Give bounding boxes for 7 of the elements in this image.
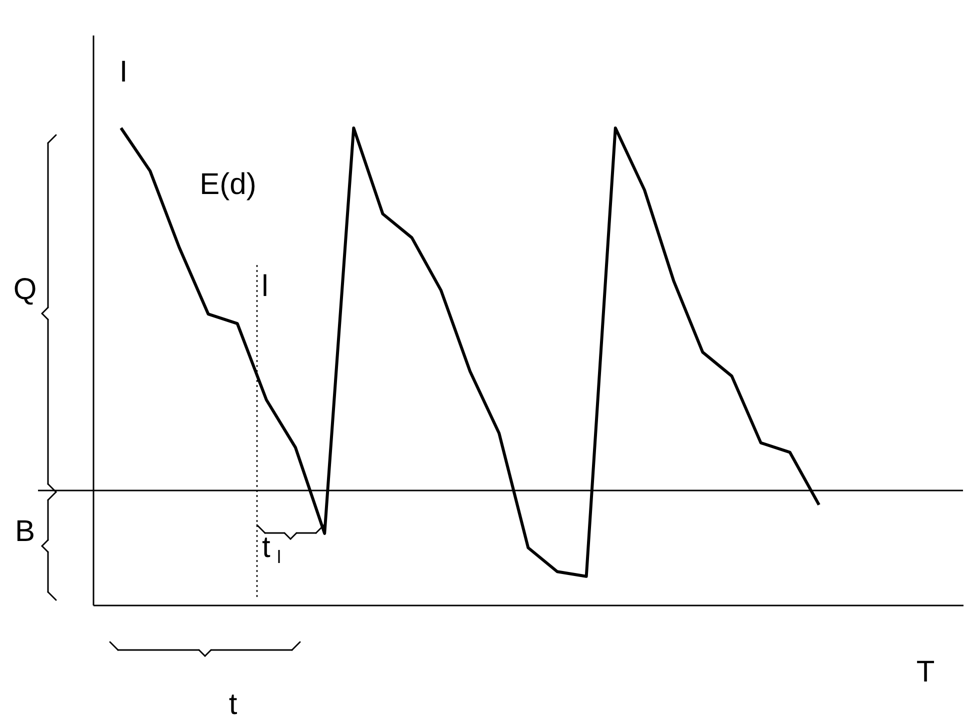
- text: Q: [13, 273, 37, 306]
- text: t: [228, 688, 238, 721]
- y-axis-title: I: [119, 56, 128, 88]
- annotation: E(d): [200, 168, 256, 201]
- text: B: [14, 515, 36, 548]
- annotation: l: [262, 270, 268, 303]
- x-axis-title: T: [916, 656, 935, 688]
